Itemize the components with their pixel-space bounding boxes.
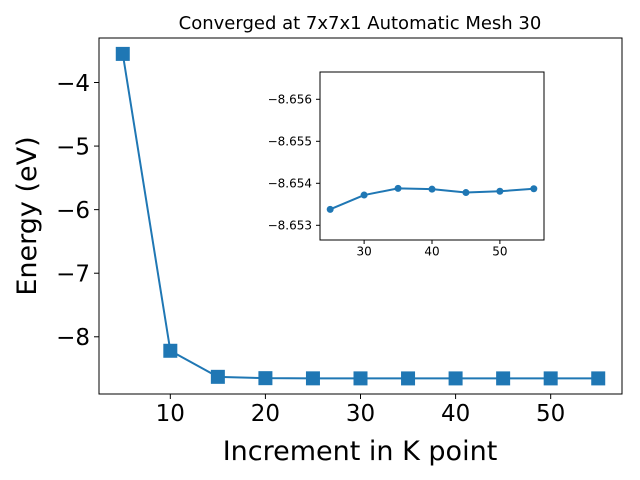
main-y-tick-label: −6 [56, 198, 90, 224]
main-title: Converged at 7x7x1 Automatic Mesh 30 [179, 13, 542, 34]
main-y-axis-label: Energy (eV) [12, 136, 43, 295]
inset-plot-frame [319, 71, 545, 241]
main-chart: Converged at 7x7x1 Automatic Mesh 30 10 2… [12, 13, 623, 467]
main-x-tick-label: 30 [346, 401, 375, 427]
inset-y-tick-label: −8.654 [268, 177, 312, 191]
inset-x-tick-label: 40 [424, 244, 439, 258]
main-y-ticks: −8 −7 −6 −5 −4 [56, 71, 99, 351]
main-data-point [448, 371, 463, 386]
main-data-point [591, 371, 606, 386]
inset-series [326, 184, 538, 213]
inset-data-point [496, 187, 504, 195]
main-data-point [543, 371, 558, 386]
main-y-tick-label: −5 [56, 134, 90, 160]
inset-data-point [360, 191, 368, 199]
inset-chart: 30 40 50 −8.656 −8.655 −8.654 −8.653 [268, 71, 545, 258]
inset-x-tick-label: 30 [356, 244, 371, 258]
main-data-point [401, 371, 416, 386]
main-y-tick-label: −4 [56, 71, 90, 97]
main-y-tick-label: −8 [56, 325, 90, 351]
inset-data-point [394, 184, 402, 192]
inset-y-tick-label: −8.653 [268, 219, 312, 233]
main-x-axis-label: Increment in K point [223, 436, 498, 467]
main-data-point [163, 343, 178, 358]
main-data-point [210, 369, 225, 384]
inset-data-point [428, 185, 436, 193]
main-x-tick-label: 10 [156, 401, 185, 427]
main-data-point [496, 371, 511, 386]
main-data-point [305, 371, 320, 386]
inset-y-tick-label: −8.655 [268, 135, 312, 149]
inset-data-point [462, 189, 470, 197]
inset-x-ticks: 30 40 50 [356, 240, 508, 258]
main-x-tick-label: 40 [441, 401, 470, 427]
inset-y-tick-label: −8.656 [268, 93, 312, 107]
main-x-tick-label: 50 [536, 401, 565, 427]
main-x-ticks: 10 20 30 40 50 [156, 394, 565, 427]
inset-y-ticks: −8.656 −8.655 −8.654 −8.653 [268, 93, 320, 233]
inset-x-tick-label: 50 [492, 244, 507, 258]
main-data-point [353, 371, 368, 386]
inset-data-point [326, 205, 334, 213]
main-data-point [258, 371, 273, 386]
main-x-tick-label: 20 [251, 401, 280, 427]
main-y-tick-label: −7 [56, 261, 90, 287]
main-data-point [115, 46, 130, 61]
inset-data-point [530, 185, 538, 193]
main-series [115, 46, 606, 386]
